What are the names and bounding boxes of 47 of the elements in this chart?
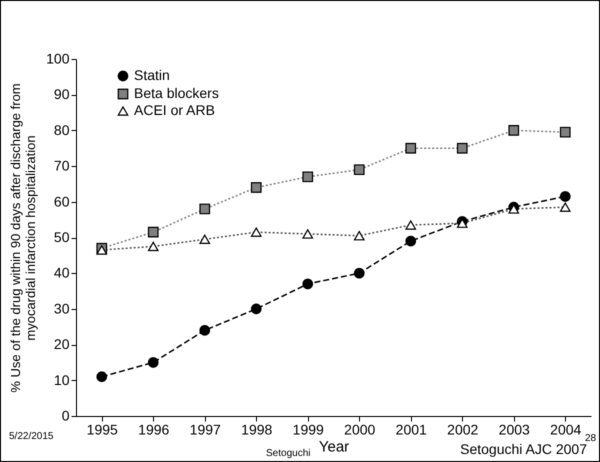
text: 28 — [585, 433, 596, 444]
y-tick-label: 0 — [62, 408, 70, 424]
legend-label: ACEI or ARB — [134, 102, 215, 118]
x-axis-title: Year — [318, 438, 350, 456]
legend-label: Beta blockers — [134, 85, 219, 101]
y-tick-label: 70 — [54, 158, 70, 174]
y-axis-title: % Use of the drug within 90 days after discharge from myocardial infarction hospitalization — [8, 83, 38, 393]
legend-label: Statin — [134, 67, 170, 83]
x-tick-label: 2003 — [498, 422, 530, 438]
text: Setoguchi — [266, 448, 310, 459]
point — [560, 191, 571, 202]
point — [405, 142, 416, 154]
x-tick-label: 2004 — [550, 422, 582, 438]
text: Setoguchi AJC 2007 — [460, 441, 587, 457]
text: 5/22/2015 — [9, 431, 54, 442]
y-tick-label: 60 — [54, 193, 70, 210]
point — [456, 142, 468, 154]
point — [250, 182, 262, 193]
point — [148, 357, 159, 368]
y-tick-label: 10 — [54, 372, 70, 388]
point — [96, 371, 108, 382]
point — [302, 171, 314, 182]
x-tick-label: 1999 — [292, 422, 324, 438]
y-tick-label: 40 — [54, 264, 70, 281]
y-tick-label: 80 — [54, 122, 70, 138]
x-tick-label: 2000 — [344, 422, 376, 438]
x-tick-label: 1997 — [190, 422, 222, 438]
x-tick-label: 2002 — [447, 422, 479, 438]
y-tick-label: 30 — [54, 300, 70, 316]
x-tick-label: 2001 — [396, 422, 428, 438]
y-tick-label: 90 — [54, 86, 70, 102]
point — [560, 126, 571, 138]
y-tick-label: 50 — [54, 229, 70, 245]
x-tick-label: 1998 — [241, 422, 273, 438]
y-tick-label: 20 — [54, 336, 70, 352]
point — [354, 164, 365, 176]
x-tick-label: 1996 — [138, 422, 170, 438]
point — [148, 226, 159, 238]
point — [199, 324, 210, 336]
point — [405, 236, 416, 246]
y-tick-label: 100 — [46, 50, 70, 66]
point — [199, 204, 210, 214]
point — [508, 125, 520, 136]
point — [302, 278, 314, 290]
point — [250, 304, 262, 314]
x-tick-label: 1995 — [86, 422, 118, 438]
point — [354, 268, 365, 279]
